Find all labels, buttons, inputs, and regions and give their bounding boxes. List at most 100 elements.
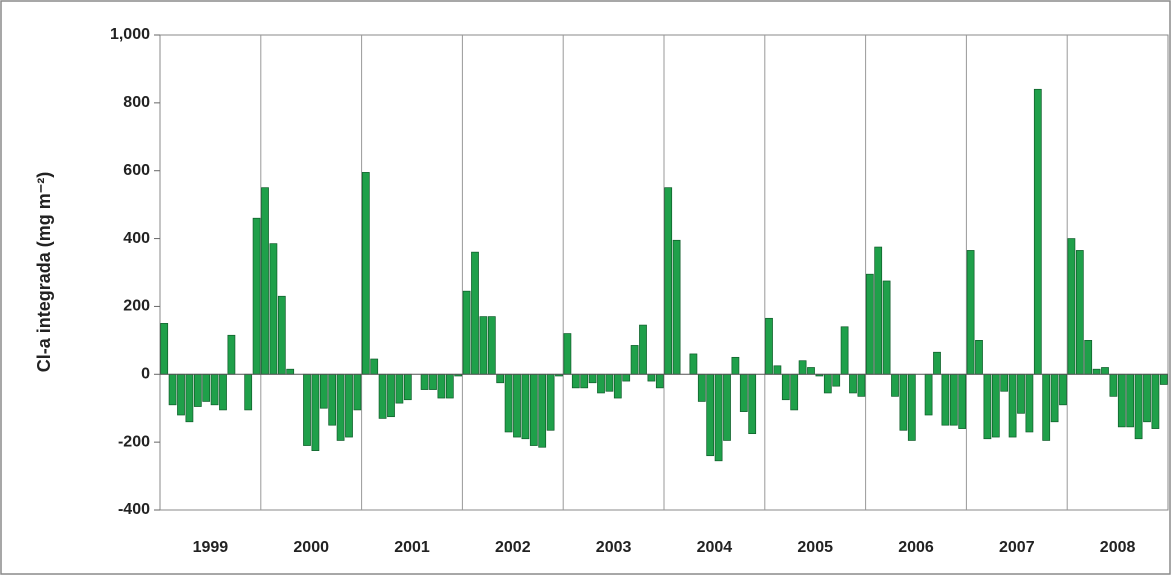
bar xyxy=(1084,340,1093,375)
bar xyxy=(546,373,555,431)
bar xyxy=(697,373,706,402)
bar xyxy=(1042,373,1051,441)
bar xyxy=(345,373,353,438)
bar xyxy=(807,367,815,375)
bar xyxy=(311,373,320,451)
x-tick-label: 2006 xyxy=(898,539,934,556)
bar xyxy=(588,373,597,384)
y-tick-label: 600 xyxy=(123,162,150,179)
x-tick-label: 2003 xyxy=(596,539,632,556)
bar xyxy=(445,373,454,399)
bar xyxy=(177,373,185,416)
bar xyxy=(1059,373,1067,406)
bar xyxy=(193,373,202,407)
bar xyxy=(538,373,547,448)
x-tick-label: 2008 xyxy=(1100,539,1136,556)
bar xyxy=(781,373,790,401)
bar xyxy=(874,246,883,375)
x-tick-label: 2007 xyxy=(999,539,1035,556)
bar xyxy=(1017,373,1025,414)
bar xyxy=(1143,373,1151,423)
bar xyxy=(1067,238,1076,375)
bar xyxy=(731,356,740,375)
bar xyxy=(1025,373,1034,433)
bar xyxy=(622,373,631,382)
bar xyxy=(328,373,337,426)
bar xyxy=(353,373,362,411)
bar xyxy=(1134,373,1143,440)
bar xyxy=(219,373,227,411)
bar xyxy=(160,323,169,375)
bar xyxy=(471,251,479,375)
x-tick-label: 2000 xyxy=(293,539,329,556)
bar xyxy=(244,373,253,411)
bar xyxy=(261,187,269,375)
y-tick-label: 400 xyxy=(123,230,150,247)
bar xyxy=(336,373,345,441)
bar xyxy=(437,373,446,399)
bar xyxy=(597,373,605,394)
bar xyxy=(773,365,782,375)
bar xyxy=(714,373,723,462)
bar xyxy=(496,373,505,384)
bar xyxy=(210,373,219,406)
bar xyxy=(1092,368,1101,375)
bar xyxy=(975,340,983,375)
bar xyxy=(832,373,841,387)
bar xyxy=(1033,88,1042,375)
bar xyxy=(655,373,664,389)
bar xyxy=(1000,373,1009,392)
bar xyxy=(361,172,370,375)
bar xyxy=(504,373,513,433)
bar xyxy=(647,373,656,382)
bar xyxy=(168,373,177,406)
bar xyxy=(882,280,891,375)
y-axis-label: Cl-a integrada (mg m⁻²) xyxy=(34,172,54,373)
bar xyxy=(269,243,278,375)
bar xyxy=(1126,373,1135,428)
bar xyxy=(1109,373,1118,397)
bar xyxy=(798,360,807,375)
bar xyxy=(1050,373,1059,423)
y-tick-label: 200 xyxy=(123,298,150,315)
bar xyxy=(1159,373,1168,385)
bar xyxy=(983,373,992,440)
bar xyxy=(378,373,387,419)
bar xyxy=(765,317,773,375)
bar xyxy=(395,373,404,404)
bar xyxy=(487,316,496,375)
y-tick-label: 800 xyxy=(123,94,150,111)
bar xyxy=(849,373,857,394)
bar xyxy=(991,373,1000,438)
bar xyxy=(941,373,950,426)
bar xyxy=(580,373,589,389)
bar xyxy=(1008,373,1017,438)
bar xyxy=(319,373,328,409)
bar xyxy=(420,373,429,390)
bar xyxy=(1151,373,1160,429)
y-tick-label: 0 xyxy=(141,366,150,383)
bar xyxy=(899,373,908,431)
bar xyxy=(521,373,530,440)
bar xyxy=(907,373,916,441)
x-tick-label: 1999 xyxy=(193,539,229,556)
bar xyxy=(252,217,261,375)
bar xyxy=(613,373,622,399)
bar xyxy=(672,239,681,375)
bar xyxy=(479,316,488,375)
x-tick-label: 2004 xyxy=(697,539,733,556)
bar xyxy=(1075,250,1084,375)
bar xyxy=(840,326,849,375)
bar xyxy=(891,373,899,397)
bar xyxy=(571,373,580,389)
bar xyxy=(630,345,639,375)
bar xyxy=(748,373,757,435)
bar xyxy=(1101,367,1109,375)
x-tick-label: 2001 xyxy=(394,539,430,556)
bar xyxy=(723,373,731,441)
bar xyxy=(605,373,614,392)
bar xyxy=(664,187,673,375)
bar xyxy=(823,373,832,394)
